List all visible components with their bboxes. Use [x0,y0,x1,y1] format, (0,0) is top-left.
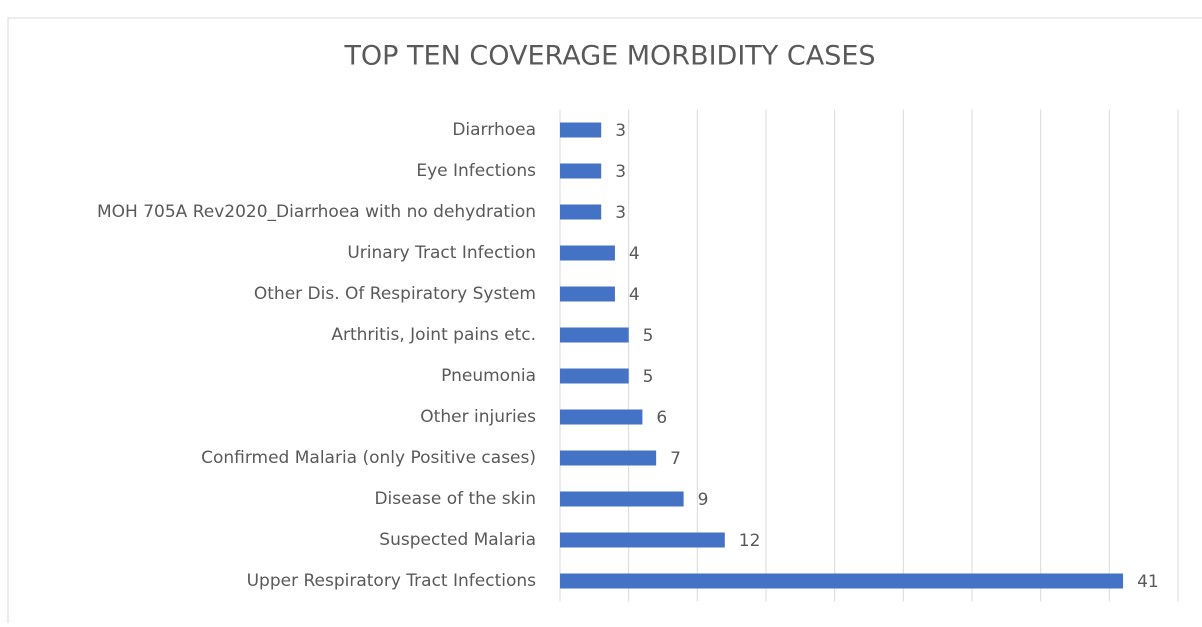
bar [560,491,684,507]
data-label: 3 [615,203,626,223]
bar [560,204,602,220]
bar [560,450,657,466]
bar [560,286,615,302]
bar [560,409,643,425]
y-tick-label: Arthritis, Joint pains etc. [331,325,536,345]
data-label: 3 [615,162,626,182]
data-label: 9 [698,490,709,510]
y-tick-label: Diarrhoea [452,120,536,140]
data-label: 41 [1137,572,1159,592]
bar [560,573,1124,589]
bar [560,122,602,138]
y-tick-label: Other Dis. Of Respiratory System [254,284,536,304]
y-tick-label: Eye Infections [416,161,536,181]
y-tick-label: Disease of the skin [374,489,536,509]
bar [560,368,629,384]
bar [560,327,629,343]
bar [560,245,615,261]
data-label: 5 [643,326,654,346]
y-tick-label: MOH 705A Rev2020_Diarrhoea with no dehyd… [97,202,536,222]
chart-title: TOP TEN COVERAGE MORBIDITY CASES [343,41,875,72]
data-label: 12 [739,531,761,551]
y-tick-label: Pneumonia [441,366,536,386]
data-label: 4 [629,285,640,305]
data-label: 3 [615,121,626,141]
y-tick-label: Upper Respiratory Tract Infections [247,571,537,591]
y-tick-label: Suspected Malaria [379,530,536,550]
y-tick-label: Confirmed Malaria (only Positive cases) [201,448,536,468]
bar [560,163,602,179]
data-label: 4 [629,244,640,264]
chart-frame [7,17,1202,627]
data-label: 5 [643,367,654,387]
data-label: 7 [670,449,681,469]
y-tick-label: Other injuries [420,407,536,427]
y-tick-label: Urinary Tract Infection [347,243,536,263]
data-label: 6 [656,408,667,428]
bar [560,532,725,548]
